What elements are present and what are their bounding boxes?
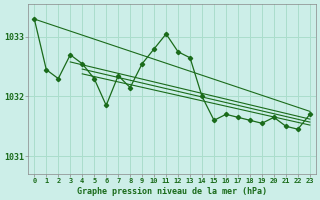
X-axis label: Graphe pression niveau de la mer (hPa): Graphe pression niveau de la mer (hPa) bbox=[77, 187, 267, 196]
